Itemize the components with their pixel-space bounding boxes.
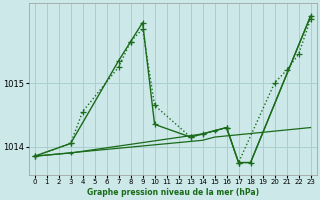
X-axis label: Graphe pression niveau de la mer (hPa): Graphe pression niveau de la mer (hPa) bbox=[86, 188, 259, 197]
